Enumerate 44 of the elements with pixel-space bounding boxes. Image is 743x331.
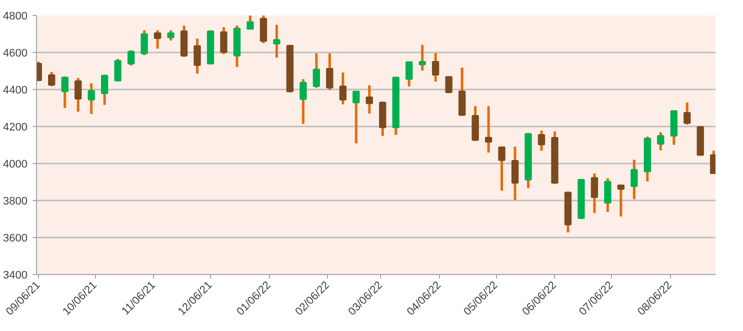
- candlestick: [127, 49, 135, 67]
- candlestick: [538, 129, 546, 152]
- candlestick: [101, 73, 108, 106]
- candlestick: [657, 130, 664, 152]
- candlestick: [511, 145, 519, 202]
- candlestick: [194, 37, 201, 75]
- candlestick: [445, 75, 452, 94]
- y-tick-label: 3400: [3, 270, 28, 282]
- candlestick: [273, 24, 280, 59]
- candlestick: [260, 16, 268, 44]
- y-tick-label: 3600: [3, 232, 28, 244]
- candlestick: [498, 145, 506, 192]
- y-tick-label: 4000: [3, 158, 28, 170]
- candlestick: [88, 82, 95, 116]
- candlestick: [140, 29, 148, 56]
- candlestick: [220, 26, 228, 56]
- candlestick: [312, 52, 320, 90]
- candlestick: [590, 172, 598, 214]
- y-tick-label: 4600: [3, 48, 28, 60]
- candlestick: [114, 58, 122, 83]
- candlestick: [246, 16, 254, 31]
- candlestick: [167, 29, 174, 42]
- candlestick: [352, 90, 360, 145]
- candlestick: [432, 52, 440, 83]
- y-tick-label: 4800: [3, 10, 28, 22]
- candlestick: [617, 184, 625, 218]
- candlestick: [326, 52, 334, 92]
- y-tick-label: 3800: [3, 196, 28, 208]
- candlestick: [74, 76, 82, 113]
- candlestick: [366, 84, 373, 115]
- candlestick: [300, 78, 307, 126]
- candlestick: [61, 75, 68, 110]
- candlestick: [339, 71, 346, 106]
- candlestick: [630, 158, 638, 200]
- candlestick: [604, 177, 612, 214]
- candlestick: [418, 44, 426, 72]
- candlestick: [406, 60, 413, 88]
- candlestick: [48, 70, 56, 88]
- candlestick: [154, 29, 162, 50]
- y-tick-label: 4400: [3, 84, 28, 96]
- candlestick: [484, 104, 492, 154]
- candlestick: [684, 101, 691, 126]
- candlestick: [458, 66, 466, 118]
- y-tick-label: 4200: [3, 122, 28, 134]
